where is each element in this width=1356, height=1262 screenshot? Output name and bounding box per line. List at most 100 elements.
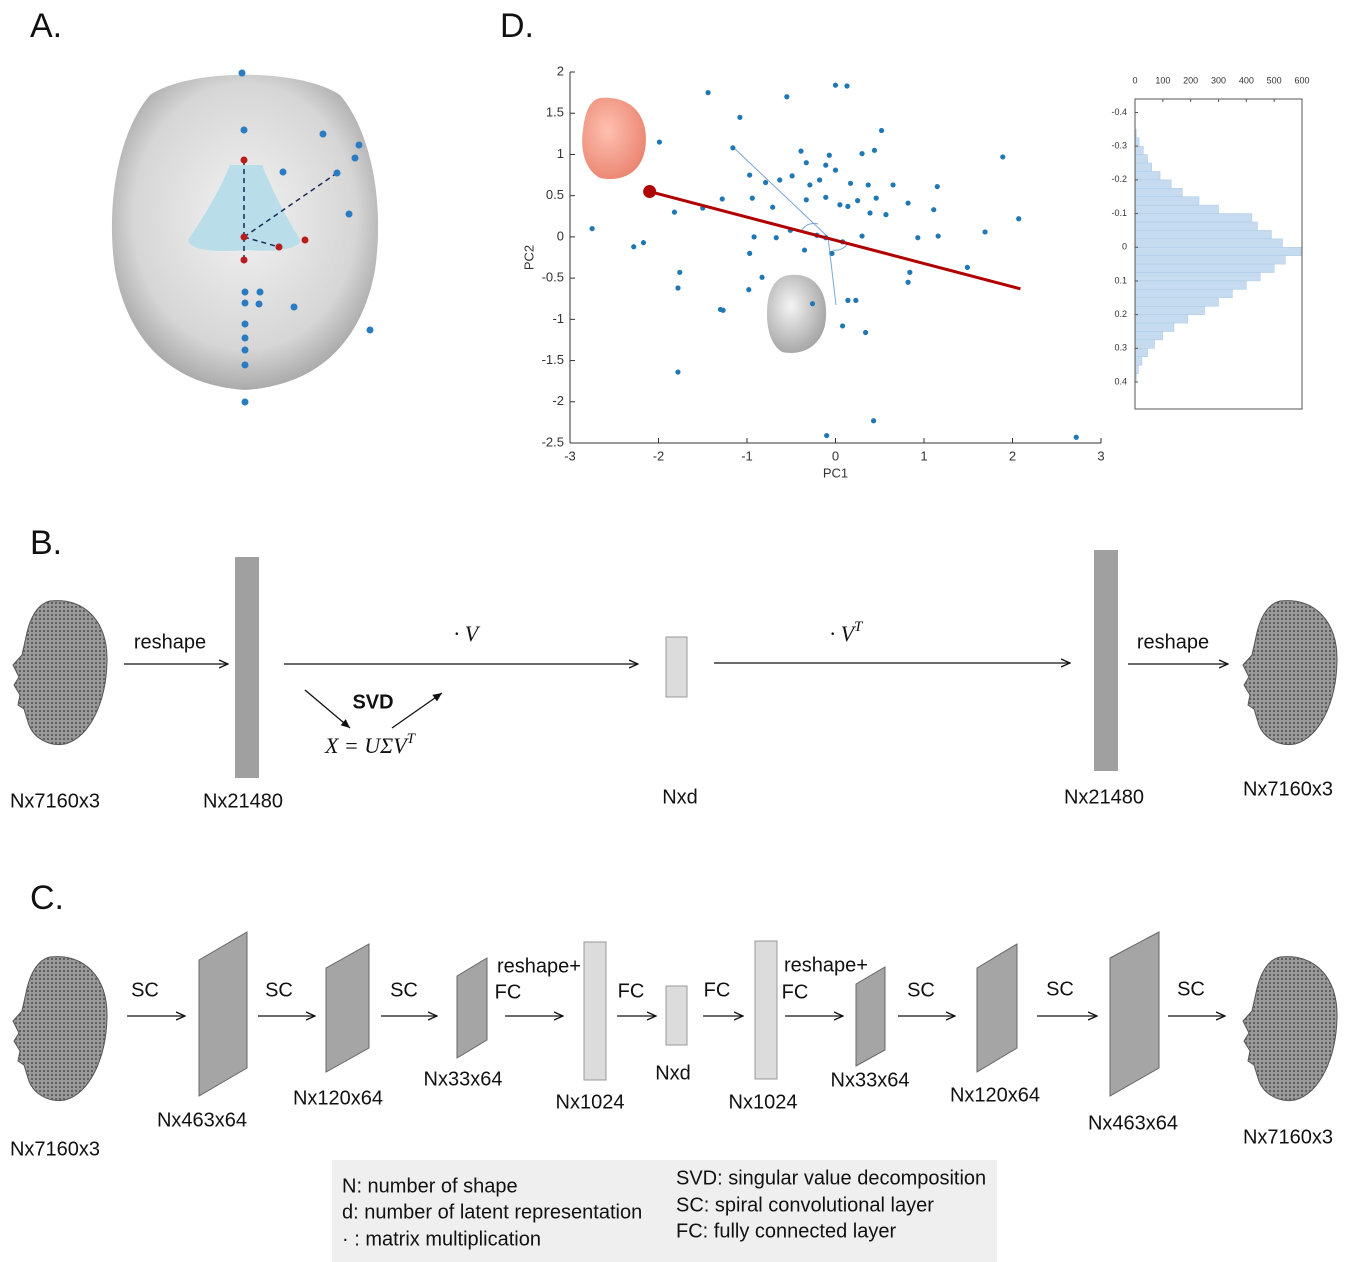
size-label: Nx463x64 <box>1088 1112 1178 1134</box>
point <box>867 210 872 215</box>
x-tick-label: 3 <box>1097 448 1104 463</box>
op-label: SVD <box>352 691 393 713</box>
size-label: Nxd <box>662 786 698 808</box>
hist-bar <box>1135 289 1232 297</box>
point <box>829 251 834 256</box>
op-label: · VT <box>830 619 864 646</box>
x-tick-label: -1 <box>741 448 753 463</box>
point <box>721 308 726 313</box>
op-label-base: · V <box>830 621 857 646</box>
y-tick-label: -0.3 <box>1111 141 1127 151</box>
hist-bar <box>1135 323 1174 331</box>
point <box>747 251 752 256</box>
feature-vector <box>235 557 259 778</box>
size-label: Nx1024 <box>729 1091 798 1113</box>
hist-bar <box>1135 247 1302 255</box>
point <box>790 173 795 178</box>
point <box>804 197 809 202</box>
point <box>777 177 782 182</box>
size-label: Nx120x64 <box>950 1084 1040 1106</box>
point <box>848 181 853 186</box>
size-label: Nx7160x3 <box>10 1138 100 1160</box>
point <box>763 180 768 185</box>
x-axis-label: PC1 <box>823 465 848 480</box>
point <box>770 205 775 210</box>
point <box>802 247 807 252</box>
point <box>844 83 849 88</box>
x-tick-label: 0 <box>1132 75 1137 85</box>
point <box>747 172 752 177</box>
point <box>907 270 912 275</box>
svd-formula: X = UΣVT <box>324 731 417 758</box>
legend-entry: N: number of shape <box>342 1175 518 1197</box>
point <box>845 298 850 303</box>
point <box>807 182 812 187</box>
point <box>883 212 888 217</box>
svd-formula-base: X = UΣV <box>324 733 409 758</box>
panel-label: C. <box>30 879 64 917</box>
x-tick-label: 300 <box>1211 75 1226 85</box>
x-tick-label: 200 <box>1183 75 1198 85</box>
point <box>672 210 677 215</box>
size-label: Nx120x64 <box>293 1087 383 1109</box>
op-label: SC <box>907 979 935 1001</box>
point <box>859 233 864 238</box>
point <box>824 433 829 438</box>
hist-bar <box>1135 256 1285 264</box>
panel-label: D. <box>500 7 534 45</box>
hist-bar <box>1135 273 1260 281</box>
size-label: Nx7160x3 <box>1243 1126 1333 1148</box>
point <box>774 235 779 240</box>
op-label: SC <box>265 979 293 1001</box>
point <box>751 234 756 239</box>
point <box>730 145 735 150</box>
hist-bar <box>1135 146 1143 154</box>
size-label: Nxd <box>655 1062 691 1084</box>
point <box>931 207 936 212</box>
point <box>1000 154 1005 159</box>
op-label: FC <box>782 981 809 1003</box>
feature-vector <box>1094 550 1118 771</box>
op-label: FC <box>495 981 522 1003</box>
y-tick-label: 0 <box>557 228 564 243</box>
point <box>823 163 828 168</box>
legend-entry: SC: spiral convolutional layer <box>676 1194 934 1216</box>
hist-bar <box>1135 138 1139 146</box>
hist-bar <box>1135 332 1163 340</box>
point <box>871 418 876 423</box>
point <box>1074 435 1079 440</box>
point <box>750 196 755 201</box>
point <box>833 168 838 173</box>
point <box>853 298 858 303</box>
point <box>737 115 742 120</box>
point <box>935 184 940 189</box>
point <box>823 195 828 200</box>
y-tick-label: 0.3 <box>1114 343 1127 353</box>
pc-faces <box>582 98 826 353</box>
point <box>657 139 662 144</box>
hist-bar <box>1135 315 1188 323</box>
size-label: Nx1024 <box>556 1091 625 1113</box>
op-label: SC <box>1046 978 1074 1000</box>
y-axis-label: PC2 <box>521 245 536 270</box>
point <box>827 153 832 158</box>
latent-vector <box>666 637 687 697</box>
point <box>804 160 809 165</box>
y-tick-label: 1 <box>557 146 564 161</box>
x-tick-label: 1 <box>920 448 927 463</box>
x-tick-label: 600 <box>1294 75 1309 85</box>
hist-bar <box>1135 264 1274 272</box>
point <box>863 330 868 335</box>
point <box>759 275 764 280</box>
legend-entry: d: number of latent representation <box>342 1201 642 1223</box>
hist-bar <box>1135 239 1283 247</box>
hist-bar <box>1135 205 1219 213</box>
op-label: reshape+ <box>784 954 868 976</box>
x-tick-label: 0 <box>832 448 839 463</box>
svd-formula-sup: T <box>407 731 417 747</box>
hist-bar <box>1135 298 1219 306</box>
point <box>810 301 815 306</box>
size-label: Nx33x64 <box>424 1068 503 1090</box>
panel-b <box>13 550 1337 778</box>
hist-bar <box>1135 230 1271 238</box>
